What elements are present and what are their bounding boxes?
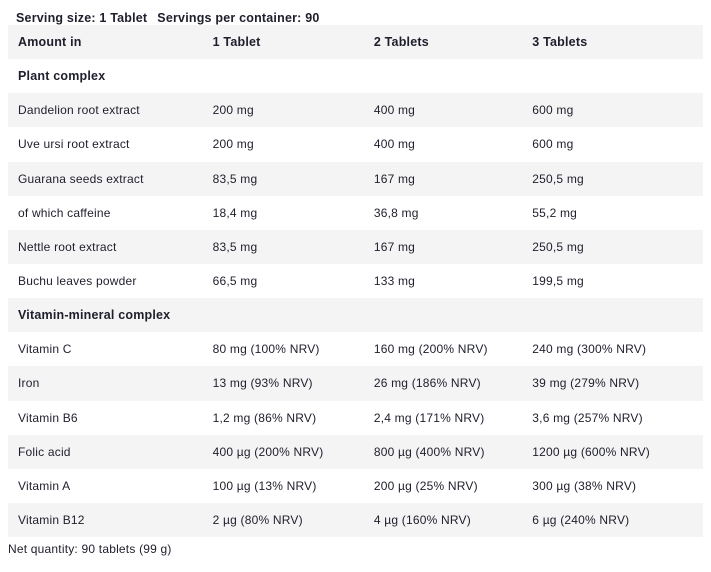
amount-value-3-tablet: 39 mg (279% NRV) bbox=[532, 376, 640, 391]
table-row: Nettle root extract 83,5 mg 167 mg 250,5 mg bbox=[8, 229, 703, 264]
ingredient-label: Vitamin A bbox=[18, 478, 71, 493]
amount-value-2-tablet: 167 mg bbox=[373, 239, 416, 254]
amount-value-2-tablet: 26 mg (186% NRV) bbox=[373, 376, 481, 391]
amount-value-2-tablet: 200 µg (25% NRV) bbox=[373, 478, 478, 493]
ingredient-label: Iron bbox=[18, 376, 40, 391]
amount-value-2-tablet: 167 mg bbox=[373, 171, 416, 186]
amount-value-2-tablet: 36,8 mg bbox=[373, 205, 419, 220]
table-header-row: Amount in 1 Tablet 2 Tablets 3 Tablets bbox=[8, 25, 703, 60]
section-title: Vitamin-mineral complex bbox=[18, 308, 171, 323]
ingredient-label: Uve ursi root extract bbox=[18, 137, 130, 152]
amount-value-1-tablet: 100 µg (13% NRV) bbox=[212, 478, 317, 493]
amount-value-2-tablet: 400 mg bbox=[373, 103, 416, 118]
table-row: Buchu leaves powder 66,5 mg 133 mg 199,5 mg bbox=[8, 264, 703, 298]
amount-value-3-tablet: 1200 µg (600% NRV) bbox=[532, 444, 650, 459]
ingredient-label: Buchu leaves powder bbox=[18, 274, 137, 289]
ingredient-label: Vitamin B6 bbox=[18, 410, 78, 425]
amount-value-1-tablet: 1,2 mg (86% NRV) bbox=[212, 410, 317, 425]
column-header-0: Amount in bbox=[18, 35, 82, 50]
serving-info-line: Serving size: 1 Tablet Servings per conta… bbox=[0, 0, 711, 25]
ingredient-label: Vitamin B12 bbox=[18, 513, 85, 528]
ingredient-label: of which caffeine bbox=[18, 205, 111, 220]
amount-value-1-tablet: 83,5 mg bbox=[212, 239, 258, 254]
table-row: Guarana seeds extract 83,5 mg 167 mg 250,5 … bbox=[8, 161, 703, 196]
amount-value-3-tablet: 6 µg (240% NRV) bbox=[532, 513, 630, 528]
amount-value-1-tablet: 66,5 mg bbox=[212, 274, 258, 289]
table-row: Vitamin B6 1,2 mg (86% NRV) 2,4 mg (171% N… bbox=[8, 401, 703, 435]
table-row: Folic acid 400 µg (200% NRV) 800 µg (400% … bbox=[8, 434, 703, 469]
ingredient-label: Dandelion root extract bbox=[18, 103, 140, 118]
column-header-3: 3 Tablets bbox=[532, 35, 588, 50]
amount-value-2-tablet: 2,4 mg (171% NRV) bbox=[373, 410, 485, 425]
amount-value-3-tablet: 3,6 mg (257% NRV) bbox=[532, 410, 643, 425]
amount-value-3-tablet: 600 mg bbox=[532, 103, 574, 118]
amount-value-2-tablet: 160 mg (200% NRV) bbox=[373, 342, 488, 357]
servings-per-container-label: Servings per container: 90 bbox=[157, 11, 320, 25]
table-row: Uve ursi root extract 200 mg 400 mg 600 mg bbox=[8, 127, 703, 161]
amount-value-2-tablet: 4 µg (160% NRV) bbox=[373, 513, 471, 528]
amount-value-3-tablet: 250,5 mg bbox=[532, 239, 584, 254]
amount-value-3-tablet: 250,5 mg bbox=[532, 171, 584, 186]
amount-value-1-tablet: 83,5 mg bbox=[212, 171, 258, 186]
table-row: of which caffeine 18,4 mg 36,8 mg 55,2 mg bbox=[8, 196, 703, 230]
section-header-row: Vitamin-mineral complex bbox=[8, 298, 703, 333]
amount-value-1-tablet: 200 mg bbox=[212, 137, 254, 152]
amount-value-3-tablet: 240 mg (300% NRV) bbox=[532, 342, 647, 357]
column-header-1: 1 Tablet bbox=[212, 35, 261, 50]
amount-value-2-tablet: 800 µg (400% NRV) bbox=[373, 444, 485, 459]
net-quantity-label: Net quantity: 90 tablets (99 g) bbox=[8, 542, 172, 557]
amount-value-2-tablet: 133 mg bbox=[373, 274, 416, 289]
amount-value-1-tablet: 80 mg (100% NRV) bbox=[212, 342, 320, 357]
serving-size-label: Serving size: 1 Tablet bbox=[16, 11, 148, 25]
ingredient-label: Nettle root extract bbox=[18, 239, 117, 254]
nutrition-facts-table: Amount in 1 Tablet 2 Tablets 3 Tablets Plant… bbox=[8, 25, 703, 538]
amount-value-1-tablet: 2 µg (80% NRV) bbox=[212, 513, 303, 528]
amount-value-3-tablet: 300 µg (38% NRV) bbox=[532, 478, 637, 493]
amount-value-1-tablet: 13 mg (93% NRV) bbox=[212, 376, 313, 391]
table-row: Dandelion root extract 200 mg 400 mg 600 mg bbox=[8, 93, 703, 128]
column-header-2: 2 Tablets bbox=[373, 35, 429, 50]
ingredient-label: Folic acid bbox=[18, 444, 71, 459]
table-row: Iron 13 mg (93% NRV) 26 mg (186% NRV) 39 mg… bbox=[8, 366, 703, 401]
amount-value-3-tablet: 199,5 mg bbox=[532, 274, 584, 289]
table-row: Vitamin A 100 µg (13% NRV) 200 µg (25% NRV… bbox=[8, 469, 703, 503]
table-row: Vitamin C 80 mg (100% NRV) 160 mg (200% NR… bbox=[8, 332, 703, 366]
amount-value-1-tablet: 200 mg bbox=[212, 103, 254, 118]
amount-value-1-tablet: 400 µg (200% NRV) bbox=[212, 444, 324, 459]
amount-value-3-tablet: 55,2 mg bbox=[532, 205, 578, 220]
ingredient-label: Guarana seeds extract bbox=[18, 171, 144, 186]
amount-value-3-tablet: 600 mg bbox=[532, 137, 574, 152]
section-header-row: Plant complex bbox=[8, 59, 703, 93]
ingredient-label: Vitamin C bbox=[18, 342, 72, 357]
section-title: Plant complex bbox=[18, 69, 106, 84]
amount-value-1-tablet: 18,4 mg bbox=[212, 205, 258, 220]
table-row: Vitamin B12 2 µg (80% NRV) 4 µg (160% NRV)… bbox=[8, 502, 703, 538]
amount-value-2-tablet: 400 mg bbox=[373, 137, 416, 152]
